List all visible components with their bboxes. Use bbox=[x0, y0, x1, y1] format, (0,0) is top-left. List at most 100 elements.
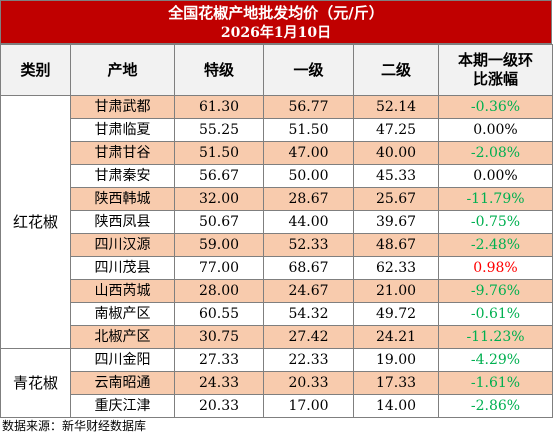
header-special-grade: 特级 bbox=[174, 44, 264, 96]
special-price-cell: 30.75 bbox=[174, 325, 264, 349]
second-price-cell: 39.67 bbox=[353, 210, 439, 234]
first-price-cell: 51.50 bbox=[263, 118, 354, 142]
origin-cell: 北椒产区 bbox=[70, 325, 175, 349]
table-row: 甘肃秦安 56.67 50.00 45.33 0.00% bbox=[1, 164, 553, 188]
second-price-cell: 40.00 bbox=[353, 141, 439, 165]
special-price-cell: 60.55 bbox=[174, 302, 264, 326]
second-price-cell: 52.14 bbox=[353, 95, 439, 119]
table-title-banner: 全国花椒产地批发均价（元/斤） 2026年1月10日 bbox=[0, 0, 552, 44]
category-cell: 红花椒 bbox=[0, 95, 71, 349]
header-row: 类别 产地 特级 一级 二级 本期一级环 比涨幅 bbox=[0, 44, 553, 96]
price-table: 类别 产地 特级 一级 二级 本期一级环 比涨幅 红花椒 甘肃武都 61.30 56.… bbox=[0, 44, 553, 418]
category-cell: 青花椒 bbox=[0, 348, 71, 418]
change-cell: -9.76% bbox=[438, 279, 553, 303]
header-second-grade: 二级 bbox=[353, 44, 439, 96]
origin-cell: 甘肃临夏 bbox=[70, 118, 175, 142]
data-source: 数据来源：新华财经数据库 bbox=[2, 419, 147, 433]
table-row: 青花椒 四川金阳 27.33 22.33 19.00 -4.29% bbox=[0, 348, 553, 418]
origin-cell: 四川汉源 bbox=[70, 233, 175, 257]
first-price-cell: 56.77 bbox=[263, 95, 354, 119]
table-row: 四川茂县 77.00 68.67 62.33 0.98% bbox=[1, 256, 553, 280]
change-cell: 0.98% bbox=[438, 256, 553, 280]
special-price-cell: 61.30 bbox=[174, 95, 264, 119]
change-cell: -2.08% bbox=[438, 141, 553, 165]
origin-cell: 重庆江津 bbox=[70, 394, 175, 418]
table-row: 陕西韩城 32.00 28.67 25.67 -11.79% bbox=[1, 187, 553, 211]
special-price-cell: 51.50 bbox=[174, 141, 264, 165]
special-price-cell: 24.33 bbox=[174, 371, 264, 395]
table-row: 南椒产区 60.55 54.32 49.72 -0.61% bbox=[1, 302, 553, 326]
header-category: 类别 bbox=[0, 44, 71, 96]
change-cell: -0.75% bbox=[438, 210, 553, 234]
second-price-cell: 21.00 bbox=[353, 279, 439, 303]
origin-cell: 甘肃甘谷 bbox=[70, 141, 175, 165]
first-price-cell: 47.00 bbox=[263, 141, 354, 165]
special-price-cell: 55.25 bbox=[174, 118, 264, 142]
table-title: 全国花椒产地批发均价（元/斤） bbox=[168, 4, 384, 22]
first-price-cell: 24.67 bbox=[263, 279, 354, 303]
table-body: 红花椒 甘肃武都 61.30 56.77 52.14 -0.36% 甘肃临夏 55.25 51.… bbox=[0, 95, 553, 418]
second-price-cell: 19.00 bbox=[353, 348, 439, 372]
origin-cell: 陕西韩城 bbox=[70, 187, 175, 211]
origin-cell: 云南昭通 bbox=[70, 371, 175, 395]
special-price-cell: 20.33 bbox=[174, 394, 264, 418]
change-cell: 0.00% bbox=[438, 164, 553, 188]
second-price-cell: 24.21 bbox=[353, 325, 439, 349]
first-price-cell: 27.42 bbox=[263, 325, 354, 349]
special-price-cell: 59.00 bbox=[174, 233, 264, 257]
second-price-cell: 17.33 bbox=[353, 371, 439, 395]
second-price-cell: 25.67 bbox=[353, 187, 439, 211]
header-origin: 产地 bbox=[70, 44, 175, 96]
change-cell: -2.48% bbox=[438, 233, 553, 257]
second-price-cell: 62.33 bbox=[353, 256, 439, 280]
special-price-cell: 28.00 bbox=[174, 279, 264, 303]
table-row: 红花椒 甘肃武都 61.30 56.77 52.14 -0.36% bbox=[0, 95, 553, 349]
first-price-cell: 22.33 bbox=[263, 348, 354, 372]
table-row: 陕西凤县 50.67 44.00 39.67 -0.75% bbox=[1, 210, 553, 234]
table-row: 四川汉源 59.00 52.33 48.67 -2.48% bbox=[1, 233, 553, 257]
header-first-grade: 一级 bbox=[263, 44, 354, 96]
change-cell: -11.79% bbox=[438, 187, 553, 211]
origin-cell: 甘肃秦安 bbox=[70, 164, 175, 188]
special-price-cell: 32.00 bbox=[174, 187, 264, 211]
change-cell: -4.29% bbox=[438, 348, 553, 372]
first-price-cell: 20.33 bbox=[263, 371, 354, 395]
table-row: 北椒产区 30.75 27.42 24.21 -11.23% bbox=[1, 325, 553, 349]
change-cell: -0.36% bbox=[438, 95, 553, 119]
first-price-cell: 28.67 bbox=[263, 187, 354, 211]
second-price-cell: 48.67 bbox=[353, 233, 439, 257]
origin-cell: 甘肃武都 bbox=[70, 95, 175, 119]
table-date: 2026年1月10日 bbox=[220, 25, 332, 41]
header-change: 本期一级环 比涨幅 bbox=[438, 44, 553, 96]
table-row: 山西芮城 28.00 24.67 21.00 -9.76% bbox=[1, 279, 553, 303]
table-row: 云南昭通 24.33 20.33 17.33 -1.61% bbox=[1, 371, 553, 395]
origin-cell: 四川茂县 bbox=[70, 256, 175, 280]
first-price-cell: 52.33 bbox=[263, 233, 354, 257]
first-price-cell: 50.00 bbox=[263, 164, 354, 188]
table-row: 甘肃临夏 55.25 51.50 47.25 0.00% bbox=[1, 118, 553, 142]
first-price-cell: 54.32 bbox=[263, 302, 354, 326]
special-price-cell: 56.67 bbox=[174, 164, 264, 188]
table-row: 甘肃甘谷 51.50 47.00 40.00 -2.08% bbox=[1, 141, 553, 165]
first-price-cell: 44.00 bbox=[263, 210, 354, 234]
origin-cell: 南椒产区 bbox=[70, 302, 175, 326]
header-change-line1: 本期一级环 bbox=[457, 51, 533, 69]
origin-cell: 陕西凤县 bbox=[70, 210, 175, 234]
special-price-cell: 27.33 bbox=[174, 348, 264, 372]
second-price-cell: 49.72 bbox=[353, 302, 439, 326]
header-change-line2: 比涨幅 bbox=[472, 70, 518, 88]
special-price-cell: 50.67 bbox=[174, 210, 264, 234]
origin-cell: 四川金阳 bbox=[70, 348, 175, 372]
change-cell: 0.00% bbox=[438, 118, 553, 142]
change-cell: -1.61% bbox=[438, 371, 553, 395]
second-price-cell: 45.33 bbox=[353, 164, 439, 188]
second-price-cell: 14.00 bbox=[353, 394, 439, 418]
special-price-cell: 77.00 bbox=[174, 256, 264, 280]
origin-cell: 山西芮城 bbox=[70, 279, 175, 303]
change-cell: -2.86% bbox=[438, 394, 553, 418]
change-cell: -0.61% bbox=[438, 302, 553, 326]
second-price-cell: 47.25 bbox=[353, 118, 439, 142]
first-price-cell: 68.67 bbox=[263, 256, 354, 280]
table-row: 重庆江津 20.33 17.00 14.00 -2.86% bbox=[1, 394, 553, 418]
first-price-cell: 17.00 bbox=[263, 394, 354, 418]
